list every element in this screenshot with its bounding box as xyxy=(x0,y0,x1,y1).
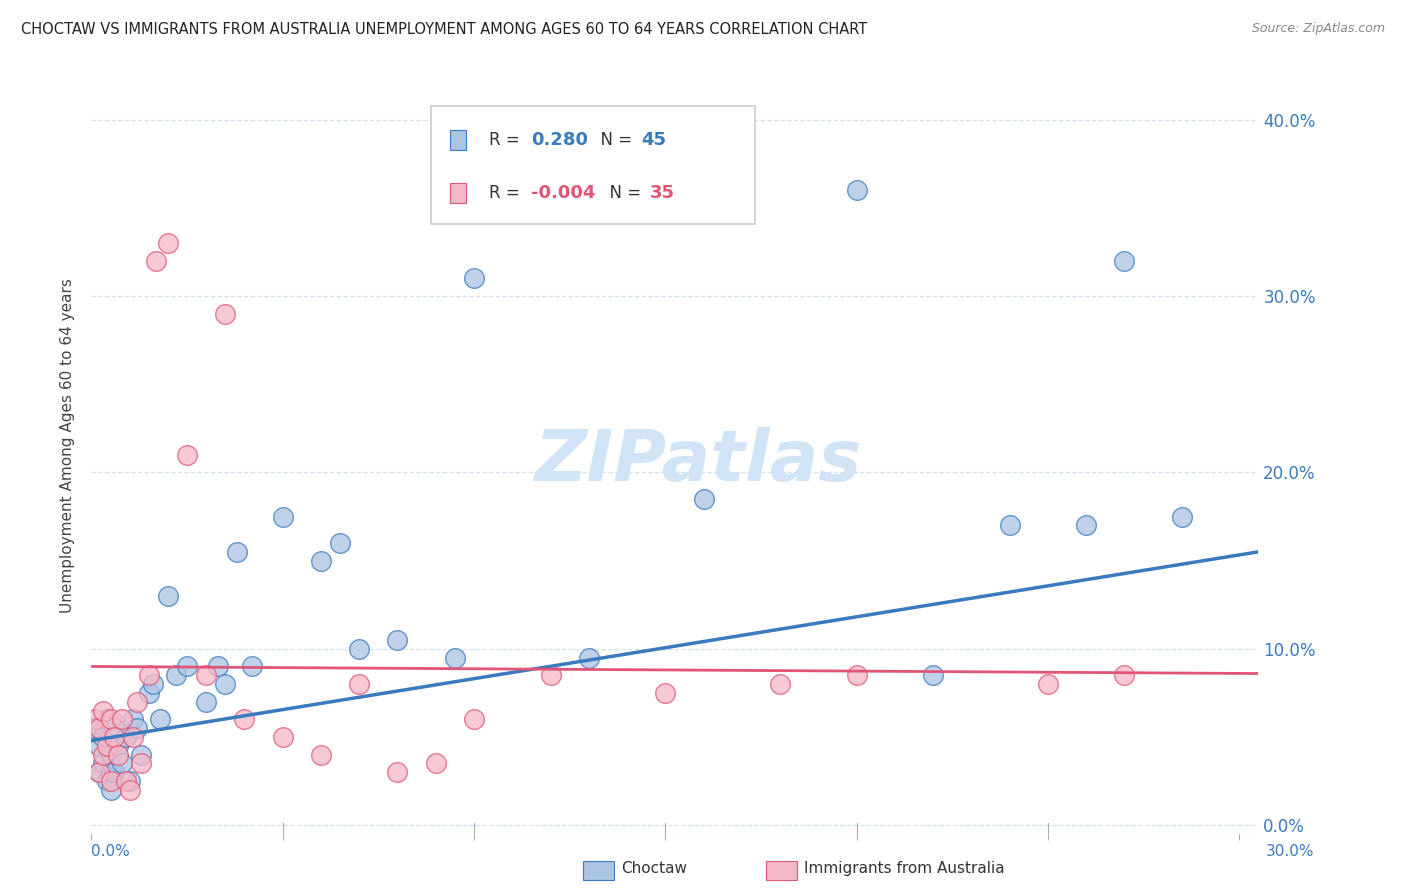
Point xyxy=(1076,518,1098,533)
Text: R =: R = xyxy=(489,131,524,149)
Point xyxy=(1114,668,1136,682)
Text: 45: 45 xyxy=(641,131,666,149)
Point xyxy=(922,668,945,682)
Point xyxy=(540,668,562,682)
Point xyxy=(165,668,187,682)
Point xyxy=(91,730,114,744)
Point xyxy=(845,668,868,682)
Point xyxy=(214,307,236,321)
Point xyxy=(1114,253,1136,268)
Point xyxy=(127,721,149,735)
Point xyxy=(769,677,792,691)
Text: CHOCTAW VS IMMIGRANTS FROM AUSTRALIA UNEMPLOYMENT AMONG AGES 60 TO 64 YEARS CORR: CHOCTAW VS IMMIGRANTS FROM AUSTRALIA UNE… xyxy=(21,22,868,37)
Point xyxy=(84,721,107,735)
Point xyxy=(1036,677,1059,691)
Point xyxy=(240,659,263,673)
Point xyxy=(122,730,145,744)
Point xyxy=(692,491,714,506)
Point xyxy=(271,509,294,524)
Point xyxy=(463,712,485,726)
Point xyxy=(329,536,352,550)
Point xyxy=(96,712,118,726)
Point xyxy=(127,695,149,709)
Point xyxy=(998,518,1021,533)
Text: 0.280: 0.280 xyxy=(531,131,588,149)
Point xyxy=(225,545,247,559)
Point xyxy=(156,589,179,603)
Point xyxy=(103,730,125,744)
Text: -0.004: -0.004 xyxy=(531,184,596,202)
Point xyxy=(129,747,152,762)
Point xyxy=(195,668,218,682)
Point xyxy=(156,236,179,251)
Point xyxy=(107,747,129,762)
Text: Immigrants from Australia: Immigrants from Australia xyxy=(804,862,1005,876)
Point xyxy=(444,650,467,665)
Point xyxy=(176,659,198,673)
Point xyxy=(1171,509,1194,524)
Text: Source: ZipAtlas.com: Source: ZipAtlas.com xyxy=(1251,22,1385,36)
Point xyxy=(91,756,114,771)
Text: 35: 35 xyxy=(650,184,675,202)
Text: ZIPatlas: ZIPatlas xyxy=(534,427,862,496)
Text: N =: N = xyxy=(599,184,647,202)
Point xyxy=(463,271,485,285)
Point xyxy=(96,774,118,789)
Point xyxy=(91,747,114,762)
Point xyxy=(142,677,165,691)
Point xyxy=(138,668,160,682)
Point xyxy=(91,704,114,718)
Y-axis label: Unemployment Among Ages 60 to 64 years: Unemployment Among Ages 60 to 64 years xyxy=(60,278,76,614)
Point xyxy=(87,721,110,735)
Point xyxy=(100,774,122,789)
Text: 0.0%: 0.0% xyxy=(91,845,131,859)
Point xyxy=(103,721,125,735)
Point xyxy=(87,739,110,753)
Point xyxy=(233,712,256,726)
Point xyxy=(149,712,172,726)
Point xyxy=(207,659,229,673)
Text: 30.0%: 30.0% xyxy=(1267,845,1315,859)
Point xyxy=(578,650,600,665)
Point xyxy=(118,774,141,789)
Point xyxy=(114,774,136,789)
Point xyxy=(100,712,122,726)
Point xyxy=(195,695,218,709)
Point xyxy=(87,765,110,780)
Point xyxy=(100,747,122,762)
Point xyxy=(103,765,125,780)
Point xyxy=(87,765,110,780)
Point xyxy=(145,253,167,268)
Text: Choctaw: Choctaw xyxy=(621,862,688,876)
Point xyxy=(111,756,134,771)
Point xyxy=(107,739,129,753)
Text: R =: R = xyxy=(489,184,524,202)
Point xyxy=(214,677,236,691)
Point xyxy=(387,765,409,780)
Point xyxy=(138,686,160,700)
Point xyxy=(100,783,122,797)
Point xyxy=(118,783,141,797)
Point xyxy=(100,765,122,780)
Point xyxy=(425,756,447,771)
Point xyxy=(271,730,294,744)
Point xyxy=(654,686,676,700)
Point xyxy=(387,633,409,648)
Point xyxy=(129,756,152,771)
Point xyxy=(309,747,332,762)
Point xyxy=(176,448,198,462)
Text: N =: N = xyxy=(591,131,638,149)
Point xyxy=(96,739,118,753)
Point xyxy=(347,641,370,656)
Point xyxy=(122,712,145,726)
Point xyxy=(111,712,134,726)
Point xyxy=(347,677,370,691)
Point xyxy=(114,730,136,744)
Point xyxy=(84,712,107,726)
Point xyxy=(309,554,332,568)
Point xyxy=(845,183,868,197)
